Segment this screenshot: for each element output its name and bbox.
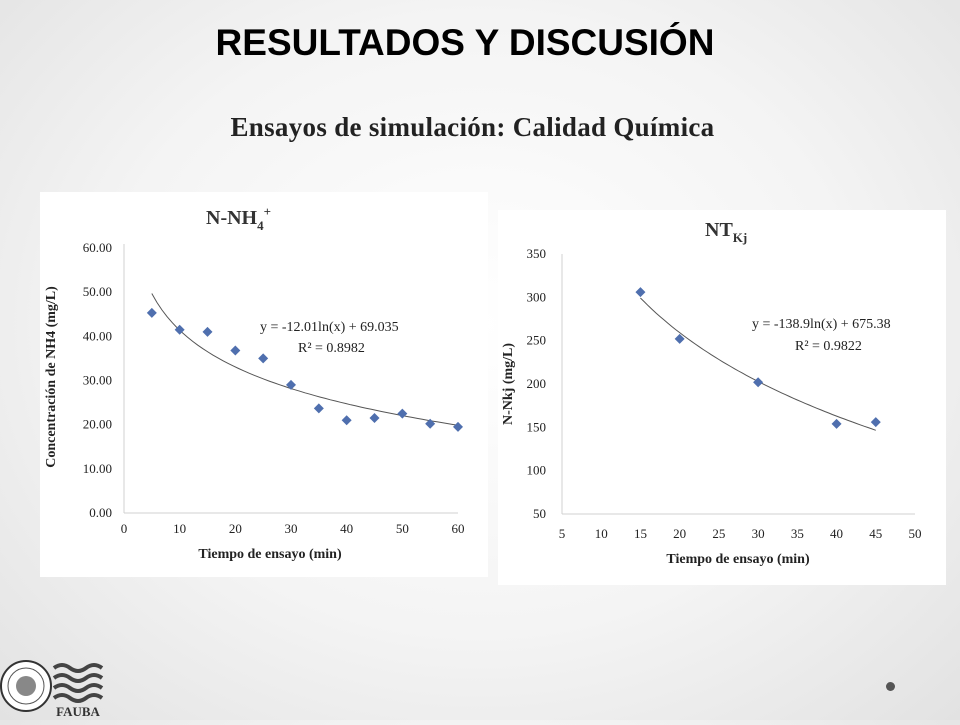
data-point — [258, 353, 269, 364]
x-tick-label: 0 — [121, 521, 128, 536]
x-tick-label: 20 — [229, 521, 242, 536]
y-tick-label: 50.00 — [83, 284, 112, 299]
logo-text: FAUBA — [56, 704, 100, 719]
chart-ntkj-xlabel: Tiempo de ensayo (min) — [666, 552, 810, 567]
chart-ntkj-title-main: NT — [705, 219, 733, 241]
chart-ntkj-svg: NTKj 50 100 150 200 250 300 350 5 10 15 20 25 30 35 4… — [501, 219, 922, 567]
y-tick-label: 10.00 — [83, 461, 112, 476]
chart-nh4-points — [146, 307, 463, 432]
y-tick-label: 0.00 — [89, 505, 112, 520]
y-tick-label: 40.00 — [83, 328, 112, 343]
chart-ntkj-ylabel: N-Nkj (mg/L) — [501, 343, 516, 425]
y-tick-label: 100 — [527, 463, 547, 478]
chart-nh4-xlabel: Tiempo de ensayo (min) — [198, 547, 342, 562]
slide-title: RESULTADOS Y DISCUSIÓN — [215, 22, 715, 63]
x-tick-label: 20 — [673, 526, 686, 541]
chart-ntkj-points — [635, 287, 881, 429]
x-tick-label: 30 — [285, 521, 298, 536]
chart-ntkj-equation: y = -138.9ln(x) + 675.38 — [752, 317, 891, 332]
data-point — [230, 345, 241, 356]
data-point — [425, 418, 436, 429]
x-tick-label: 50 — [909, 526, 922, 541]
university-seal-icon: FAUBA — [0, 660, 104, 719]
chart-nh4-title: N-NH4+ — [206, 204, 271, 233]
chart-nh4-title-main: N-NH — [206, 207, 258, 229]
chart-nh4-title-sup: + — [264, 204, 271, 219]
data-point — [174, 324, 185, 335]
data-point — [674, 333, 685, 344]
chart-ntkj-panel: NTKj 50 100 150 200 250 300 350 5 10 15 20 25 30 35 4… — [498, 210, 946, 585]
chart-nh4-svg: N-NH4+ 0.00 10.00 20.00 30.00 40.00 50.00 60.0… — [44, 204, 465, 562]
y-tick-label: 30.00 — [83, 373, 112, 388]
chart-ntkj-x-ticks: 5 10 15 20 25 30 35 40 45 50 — [559, 526, 922, 541]
data-point — [313, 403, 324, 414]
chart-ntkj-title: NTKj — [705, 219, 747, 245]
x-tick-label: 15 — [634, 526, 647, 541]
chart-nh4-title-sub: 4 — [257, 218, 264, 233]
x-tick-label: 40 — [830, 526, 843, 541]
chart-nh4-x-ticks: 0 10 20 30 40 50 60 — [121, 521, 465, 536]
x-tick-label: 40 — [340, 521, 353, 536]
data-point — [831, 418, 842, 429]
data-point — [453, 421, 463, 432]
x-tick-label: 10 — [173, 521, 186, 536]
data-point — [341, 415, 352, 426]
x-tick-label: 35 — [791, 526, 804, 541]
waves-logo-icon — [52, 663, 104, 703]
y-tick-label: 20.00 — [83, 417, 112, 432]
x-tick-label: 60 — [452, 521, 465, 536]
chart-ntkj-title-sub: Kj — [733, 230, 747, 245]
x-tick-label: 5 — [559, 526, 566, 541]
y-tick-label: 250 — [527, 333, 547, 348]
slide-subtitle: Ensayos de simulación: Calidad Química — [230, 112, 715, 142]
fauba-logo: FAUBA — [0, 652, 110, 720]
y-tick-label: 300 — [527, 289, 547, 304]
x-tick-label: 25 — [712, 526, 725, 541]
data-point — [753, 377, 764, 388]
data-point — [635, 287, 646, 298]
y-tick-label: 200 — [527, 376, 547, 391]
chart-nh4-r2: R² = 0.8982 — [298, 341, 365, 356]
x-tick-label: 50 — [396, 521, 409, 536]
chart-ntkj-y-ticks: 50 100 150 200 250 300 350 — [527, 246, 547, 521]
data-point — [870, 417, 881, 428]
x-tick-label: 30 — [752, 526, 765, 541]
chart-nh4-panel: N-NH4+ 0.00 10.00 20.00 30.00 40.00 50.00 60.0… — [40, 192, 488, 577]
data-point — [286, 379, 296, 390]
y-tick-label: 350 — [527, 246, 547, 261]
y-tick-label: 60.00 — [83, 240, 112, 255]
slide-nav-dot[interactable] — [886, 682, 895, 691]
y-tick-label: 50 — [533, 506, 546, 521]
y-tick-label: 150 — [527, 419, 547, 434]
chart-nh4-ylabel: Concentración de NH4 (mg/L) — [44, 286, 59, 468]
chart-nh4-equation: y = -12.01ln(x) + 69.035 — [260, 320, 399, 335]
data-point — [369, 413, 380, 424]
data-point — [202, 326, 213, 337]
chart-ntkj-r2: R² = 0.9822 — [795, 339, 862, 354]
data-point — [397, 408, 408, 419]
chart-nh4-trendline — [151, 293, 459, 426]
data-point — [146, 307, 157, 318]
chart-nh4-y-ticks: 0.00 10.00 20.00 30.00 40.00 50.00 60.00 — [83, 240, 112, 520]
x-tick-label: 10 — [595, 526, 608, 541]
x-tick-label: 45 — [869, 526, 882, 541]
